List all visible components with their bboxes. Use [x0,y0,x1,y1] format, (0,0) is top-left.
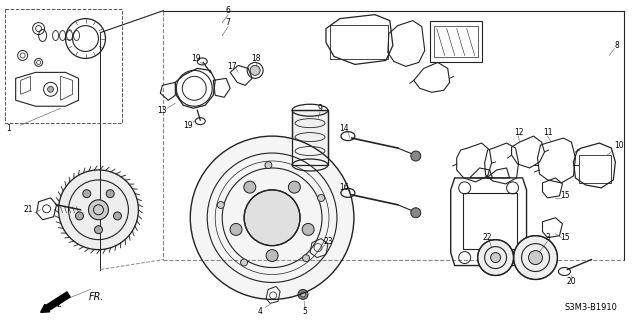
Text: 20: 20 [567,277,576,286]
Text: 16: 16 [339,183,349,192]
Text: 5: 5 [302,307,307,316]
Text: 9: 9 [318,104,323,113]
Circle shape [529,251,543,265]
Bar [463,193,517,249]
Circle shape [107,190,114,198]
Bar [434,26,477,58]
Circle shape [265,162,272,169]
Circle shape [230,223,242,236]
Text: 11: 11 [543,128,552,137]
Text: 17: 17 [228,62,237,71]
Circle shape [94,226,103,234]
Circle shape [244,190,300,246]
Bar [330,25,388,60]
Text: 13: 13 [157,106,167,115]
Text: 19: 19 [183,121,193,130]
Text: 2: 2 [56,300,61,309]
Circle shape [190,136,354,300]
Circle shape [113,212,122,220]
Circle shape [302,255,309,262]
Text: 1: 1 [6,124,11,132]
Bar [579,155,611,183]
Text: 18: 18 [252,54,261,63]
Text: FR.: FR. [89,292,104,302]
Text: 15: 15 [560,191,570,200]
Circle shape [244,181,256,193]
Circle shape [491,252,501,262]
Circle shape [217,202,224,208]
Text: 3: 3 [545,233,550,242]
Text: S3M3-B1910: S3M3-B1910 [564,303,618,312]
Circle shape [240,259,247,266]
Text: 12: 12 [514,128,523,137]
Circle shape [302,223,314,236]
Text: 7: 7 [226,18,231,27]
Bar [292,110,328,165]
Circle shape [411,208,421,218]
FancyArrow shape [41,292,70,312]
Text: 23: 23 [323,237,333,246]
Text: 22: 22 [483,233,493,242]
Text: 6: 6 [226,6,231,15]
Circle shape [301,292,306,297]
Bar [4,9,122,123]
Circle shape [250,65,260,76]
Circle shape [48,86,54,92]
Text: 10: 10 [614,140,624,149]
Text: 8: 8 [615,41,619,50]
Circle shape [298,289,308,300]
Circle shape [514,236,557,279]
Circle shape [75,212,84,220]
Circle shape [411,151,421,161]
Text: 19: 19 [191,54,201,63]
Circle shape [56,168,140,252]
Text: 4: 4 [257,307,262,316]
Circle shape [89,200,108,220]
Circle shape [477,240,514,276]
Bar [430,20,482,62]
Circle shape [83,190,91,198]
Text: 21: 21 [24,205,34,214]
Circle shape [266,250,278,261]
Circle shape [288,181,301,193]
Text: 14: 14 [339,124,349,132]
Text: 15: 15 [560,233,570,242]
Circle shape [318,195,325,202]
Bar [292,110,328,165]
